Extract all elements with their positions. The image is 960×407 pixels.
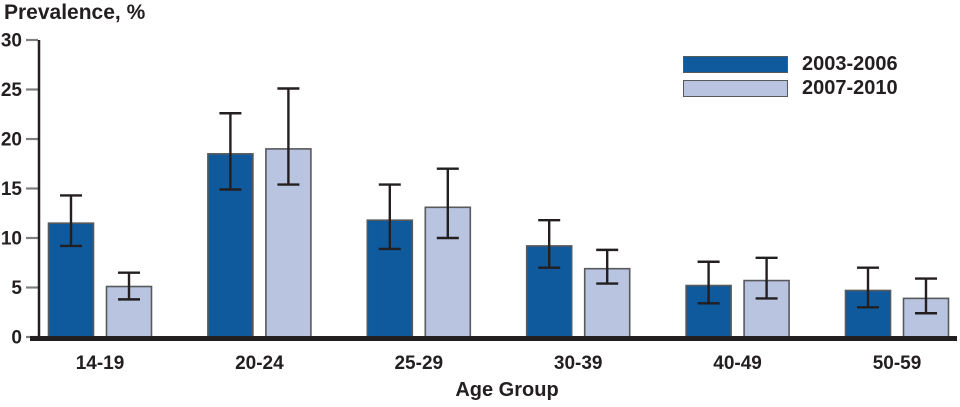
legend-swatch-2007-2010	[683, 79, 788, 97]
y-tick-label: 5	[11, 278, 22, 299]
legend-swatch-2003-2006	[683, 55, 788, 73]
y-axis-title: Prevalence, %	[4, 1, 146, 24]
legend: 2003-2006 2007-2010	[683, 54, 898, 102]
y-tick-label: 0	[11, 328, 22, 349]
y-tick-label: 15	[1, 179, 23, 200]
legend-item-2007-2010: 2007-2010	[683, 78, 898, 98]
legend-label-2007-2010: 2007-2010	[802, 77, 898, 99]
y-tick-label: 30	[1, 31, 22, 52]
y-tick-label: 25	[1, 80, 23, 101]
x-category-label-20-24: 20-24	[235, 353, 284, 374]
legend-item-2003-2006: 2003-2006	[683, 54, 898, 74]
y-tick-label: 20	[1, 130, 22, 151]
x-category-label-25-29: 25-29	[394, 353, 443, 374]
x-category-label-40-49: 40-49	[713, 353, 762, 374]
x-category-label-50-59: 50-59	[873, 353, 922, 374]
legend-label-2003-2006: 2003-2006	[802, 53, 898, 75]
x-axis-line	[30, 336, 957, 341]
x-category-label-30-39: 30-39	[554, 353, 603, 374]
x-category-label-14-19: 14-19	[76, 353, 125, 374]
x-axis-title: Age Group	[455, 379, 559, 401]
y-tick-label: 10	[1, 229, 22, 250]
